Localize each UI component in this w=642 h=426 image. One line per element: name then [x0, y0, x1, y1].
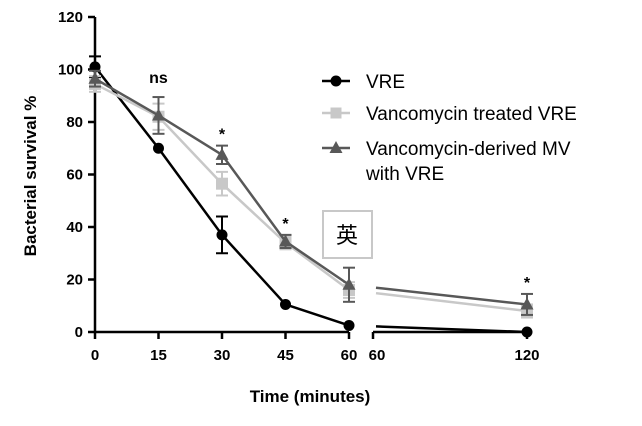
x-tick-label: 60 [341, 347, 358, 364]
x-tick-label: 120 [514, 347, 539, 364]
data-point-triangle [342, 277, 356, 290]
legend-triangle-marker [329, 141, 343, 153]
series-3 [88, 69, 534, 316]
legend-label: VRE [366, 72, 405, 93]
data-point-circle [89, 61, 101, 73]
watermark-box [322, 210, 373, 259]
data-point-square [216, 177, 228, 190]
x-tick-label: 30 [214, 347, 231, 364]
series-line-broken [375, 286, 528, 306]
y-tick-label: 100 [58, 62, 83, 79]
watermark-glyph: 英 [336, 223, 358, 248]
significance-label: * [219, 127, 226, 144]
legend-circle-marker [330, 75, 342, 87]
y-axis-title: Bacterial survival % [21, 96, 40, 257]
legend-item-vre: VRE [322, 72, 405, 93]
legend-label: Vancomycin-derived MV [366, 139, 571, 160]
y-tick-label: 0 [75, 324, 83, 341]
data-point-triangle [215, 147, 229, 160]
x-tick-label: 45 [277, 347, 294, 364]
legend-item-vancomycin-treated: Vancomycin treated VRE [322, 104, 577, 125]
significance-label: * [524, 275, 531, 292]
series-line-broken [375, 325, 528, 334]
legend: VRE Vancomycin treated VRE Vancomycin-de… [322, 72, 577, 185]
y-tick-label: 20 [66, 272, 83, 289]
series-1 [89, 55, 533, 338]
data-point-circle [521, 326, 533, 338]
y-tick-label: 60 [66, 167, 83, 184]
watermark: 英 [322, 210, 373, 259]
data-point-circle [280, 298, 291, 310]
data-point-circle [343, 319, 355, 331]
significance-label: * [282, 216, 289, 233]
data-point-triangle [88, 71, 102, 84]
series-line-broken [375, 291, 528, 313]
y-tick-label: 120 [58, 9, 83, 26]
y-tick-label: 80 [66, 114, 83, 131]
x-tick-label: 15 [150, 347, 167, 364]
x-axis-title: Time (minutes) [250, 387, 371, 406]
y-tick-label: 40 [66, 219, 83, 236]
legend-item-mv-with-vre: Vancomycin-derived MV with VRE [322, 139, 571, 185]
data-point-triangle [520, 297, 534, 310]
data-point-triangle [279, 234, 292, 247]
legend-label: Vancomycin treated VRE [366, 104, 577, 125]
x-tick-label: 60 [369, 347, 386, 364]
legend-square-marker [330, 107, 342, 119]
axes: 0 20 40 60 80 100 120 0 15 30 45 60 60 120 [58, 9, 540, 364]
significance-label: ns [149, 70, 168, 87]
legend-label: with VRE [365, 164, 444, 185]
data-point-triangle [152, 108, 165, 121]
data-point-circle [153, 142, 164, 154]
series-layer [88, 55, 534, 338]
x-tick-label: 0 [91, 347, 99, 364]
annotations: ns * * * [149, 70, 531, 292]
data-point-circle [216, 229, 228, 241]
